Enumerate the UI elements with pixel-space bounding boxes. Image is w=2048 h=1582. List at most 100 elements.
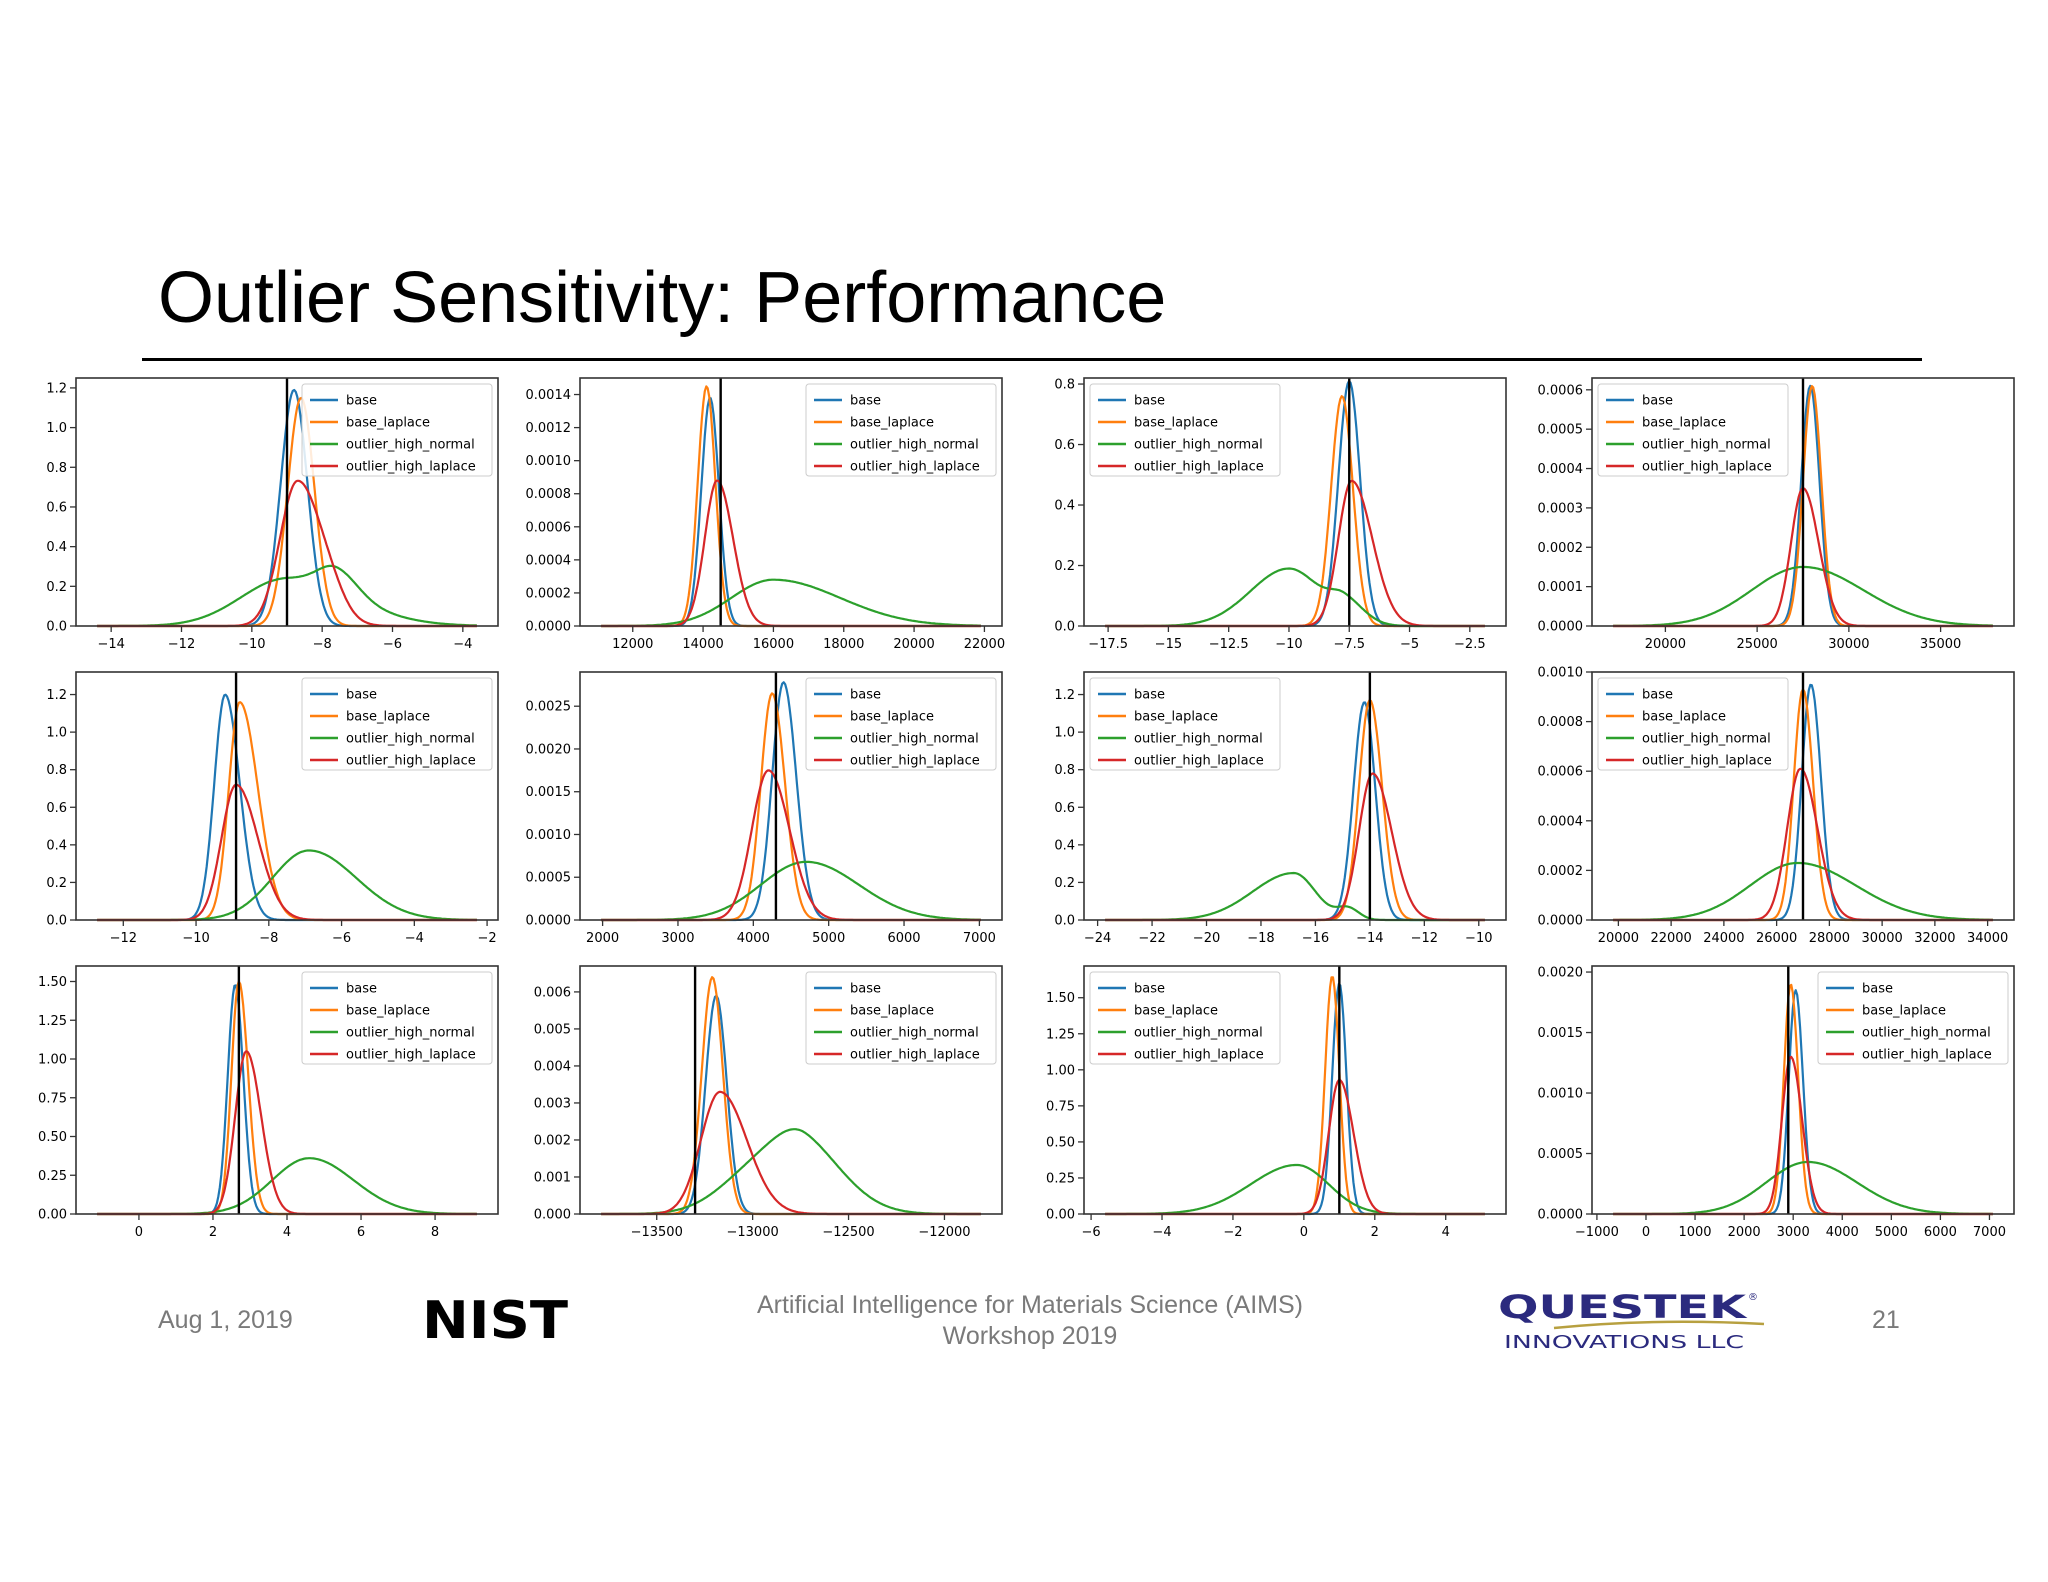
legend-label-base: base xyxy=(346,394,377,409)
legend-label-base_laplace: base_laplace xyxy=(1862,1004,1946,1019)
y-tick-label: 0.0015 xyxy=(1538,1026,1584,1041)
legend-label-base_laplace: base_laplace xyxy=(1134,710,1218,725)
x-tick-label: −8 xyxy=(259,931,278,946)
x-tick-label: 3000 xyxy=(661,931,694,946)
y-tick-label: 0.0010 xyxy=(1538,1087,1584,1102)
legend-box xyxy=(301,677,493,771)
y-tick-label: 1.0 xyxy=(1054,726,1075,741)
x-tick-label: −16 xyxy=(1302,931,1329,946)
x-tick-label: 5000 xyxy=(1875,1225,1908,1240)
y-tick-label: 0.0020 xyxy=(1538,966,1584,981)
y-tick-label: 0.0010 xyxy=(526,454,572,469)
page-number: 21 xyxy=(1872,1306,1900,1334)
y-tick-label: 0.0002 xyxy=(526,586,572,601)
legend-box xyxy=(805,383,997,477)
y-tick-label: 0.0010 xyxy=(1538,666,1584,681)
x-tick-label: −7.5 xyxy=(1333,637,1365,652)
y-tick-label: 0.0008 xyxy=(1538,715,1584,730)
y-tick-label: 0.8 xyxy=(1054,378,1075,393)
y-tick-label: 0.25 xyxy=(38,1169,67,1184)
x-tick-label: 2000 xyxy=(586,931,619,946)
x-tick-label: −8 xyxy=(313,637,332,652)
y-tick-label: 0.2 xyxy=(1054,559,1075,574)
x-tick-label: −10 xyxy=(182,931,209,946)
legend-label-outlier_high_normal: outlier_high_normal xyxy=(346,732,475,747)
y-tick-label: 0.2 xyxy=(46,580,67,595)
legend-label-outlier_high_laplace: outlier_high_laplace xyxy=(850,460,980,475)
x-tick-label: 22000 xyxy=(964,637,1005,652)
legend-label-base_laplace: base_laplace xyxy=(850,1004,934,1019)
y-tick-label: 0.001 xyxy=(534,1170,571,1185)
x-tick-label: 0 xyxy=(135,1225,143,1240)
y-tick-label: 0.75 xyxy=(1046,1099,1075,1114)
y-tick-label: 1.0 xyxy=(46,421,67,436)
legend-label-outlier_high_normal: outlier_high_normal xyxy=(346,1026,475,1041)
x-tick-label: 6000 xyxy=(1924,1225,1957,1240)
series-line-outlier_high_laplace xyxy=(1105,772,1485,922)
legend-label-base: base xyxy=(850,394,881,409)
legend-label-outlier_high_laplace: outlier_high_laplace xyxy=(346,1048,476,1063)
x-tick-label: −4 xyxy=(453,637,472,652)
x-tick-label: 0 xyxy=(1300,1225,1308,1240)
y-tick-label: 0.8 xyxy=(1054,763,1075,778)
footer-event-line2: Workshop 2019 xyxy=(942,1322,1118,1351)
x-tick-label: 2 xyxy=(1371,1225,1379,1240)
legend-label-base_laplace: base_laplace xyxy=(346,416,430,431)
y-tick-label: 1.0 xyxy=(46,726,67,741)
x-tick-label: −12.5 xyxy=(1209,637,1249,652)
legend-label-base: base xyxy=(850,688,881,703)
x-tick-label: −10 xyxy=(1275,637,1302,652)
y-tick-label: 0.000 xyxy=(534,1208,571,1223)
series-line-outlier_high_normal xyxy=(1613,1160,1993,1216)
legend-label-outlier_high_laplace: outlier_high_laplace xyxy=(1642,754,1772,769)
questek-logo-wordmark: QUESTEK xyxy=(1498,1288,1748,1326)
y-tick-label: 1.50 xyxy=(38,975,67,990)
x-tick-label: 35000 xyxy=(1920,637,1961,652)
nist-logo: NIST xyxy=(422,1296,569,1342)
footer-event-line1: Artificial Intelligence for Materials Sc… xyxy=(756,1291,1304,1319)
x-tick-label: −5 xyxy=(1400,637,1419,652)
y-tick-label: 0.00 xyxy=(38,1208,67,1223)
series-line-outlier_high_normal xyxy=(601,578,981,628)
axes-frame xyxy=(579,965,1003,1215)
axes-frame xyxy=(1083,965,1507,1215)
x-tick-label: 32000 xyxy=(1914,931,1955,946)
y-tick-label: 0.0 xyxy=(1054,914,1075,929)
legend: base base_laplace outlier_high_normaloutli… xyxy=(1597,383,1789,477)
x-tick-label: 3000 xyxy=(1777,1225,1810,1240)
x-tick-label: −14 xyxy=(1356,931,1383,946)
y-tick-label: 0.8 xyxy=(46,461,67,476)
legend-label-base_laplace: base_laplace xyxy=(346,1004,430,1019)
axes-frame xyxy=(1591,965,2015,1215)
x-tick-label: −12 xyxy=(168,637,195,652)
x-tick-label: −24 xyxy=(1084,931,1111,946)
questek-logo-subtext: INNOVATIONS LLC xyxy=(1504,1332,1744,1352)
y-tick-label: 0.75 xyxy=(38,1091,67,1106)
legend-label-outlier_high_normal: outlier_high_normal xyxy=(850,1026,979,1041)
legend-label-outlier_high_laplace: outlier_high_laplace xyxy=(1862,1048,1992,1063)
legend-label-outlier_high_laplace: outlier_high_laplace xyxy=(346,754,476,769)
questek-swoosh xyxy=(1553,1320,1765,1330)
x-tick-label: −12500 xyxy=(822,1225,874,1240)
legend: base base_laplace outlier_high_normaloutli… xyxy=(301,383,493,477)
series-line-outlier_high_normal xyxy=(1105,871,1485,922)
y-tick-label: 0.0005 xyxy=(1538,1147,1584,1162)
x-tick-label: −10 xyxy=(1465,931,1492,946)
x-tick-label: −10 xyxy=(238,637,265,652)
x-tick-label: 4000 xyxy=(1826,1225,1859,1240)
x-tick-label: −12000 xyxy=(918,1225,970,1240)
x-tick-label: 26000 xyxy=(1756,931,1797,946)
x-tick-label: −6 xyxy=(1082,1225,1101,1240)
y-tick-label: 0.0000 xyxy=(1538,1208,1584,1223)
legend-label-outlier_high_laplace: outlier_high_laplace xyxy=(1134,1048,1264,1063)
x-tick-label: −22 xyxy=(1138,931,1165,946)
chart-panel-11: −6 −4 −2 0 2 4 0.00 0.25 0.50 0.75 1.00 1.25 1.50 bas… xyxy=(1046,965,1507,1240)
y-tick-label: 0.0004 xyxy=(1538,462,1584,477)
y-tick-label: 0.0006 xyxy=(526,520,572,535)
x-tick-label: −6 xyxy=(332,931,351,946)
legend-label-base: base xyxy=(1134,982,1165,997)
y-tick-label: 1.25 xyxy=(38,1014,67,1029)
y-tick-label: 0.004 xyxy=(534,1059,571,1074)
y-tick-label: 0.003 xyxy=(534,1096,571,1111)
y-tick-label: 0.2 xyxy=(46,876,67,891)
